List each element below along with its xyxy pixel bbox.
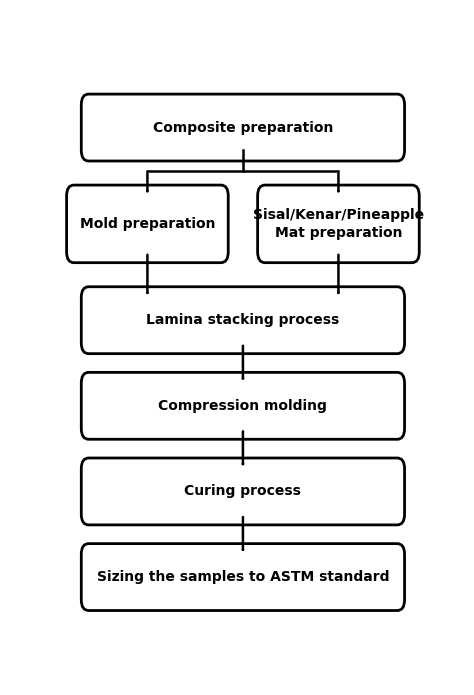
FancyBboxPatch shape: [82, 94, 405, 161]
FancyBboxPatch shape: [82, 373, 405, 439]
FancyBboxPatch shape: [82, 543, 405, 610]
Text: Compression molding: Compression molding: [158, 399, 328, 413]
FancyBboxPatch shape: [258, 185, 419, 263]
FancyBboxPatch shape: [82, 458, 405, 525]
Text: Sisal/Kenar/Pineapple
Mat preparation: Sisal/Kenar/Pineapple Mat preparation: [253, 208, 424, 240]
Text: Mold preparation: Mold preparation: [80, 217, 215, 231]
FancyBboxPatch shape: [82, 287, 405, 354]
FancyBboxPatch shape: [66, 185, 228, 263]
Text: Composite preparation: Composite preparation: [153, 120, 333, 135]
Text: Lamina stacking process: Lamina stacking process: [146, 313, 339, 327]
Text: Sizing the samples to ASTM standard: Sizing the samples to ASTM standard: [97, 570, 389, 584]
Text: Curing process: Curing process: [184, 484, 301, 498]
